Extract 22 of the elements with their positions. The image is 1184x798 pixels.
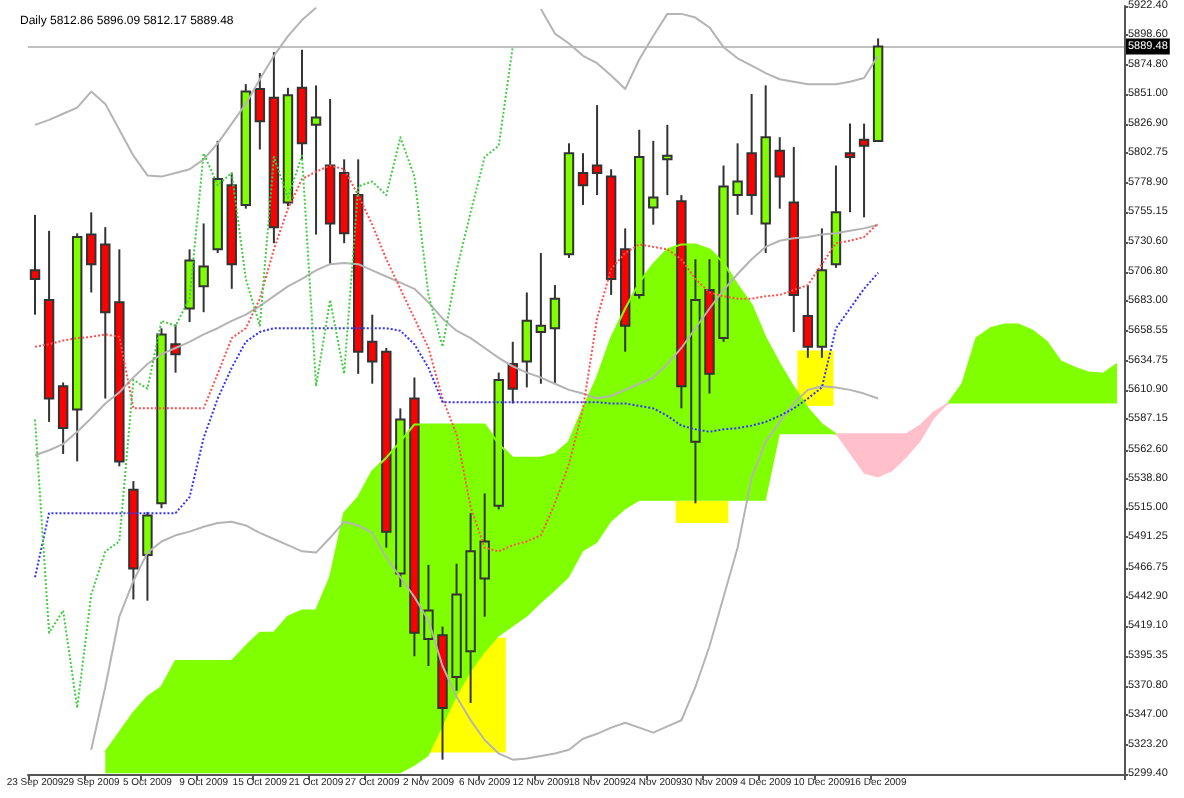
candlestick (648, 139, 659, 226)
candlestick (367, 313, 378, 385)
candlestick (507, 340, 518, 405)
candlestick (662, 123, 673, 197)
candlestick (549, 284, 561, 385)
candlestick (254, 72, 266, 151)
candlestick (535, 252, 547, 385)
candlestick (29, 213, 41, 316)
line-series (90, 385, 880, 761)
candlestick (774, 136, 785, 210)
candlestick (844, 122, 856, 214)
candlestick (310, 84, 322, 236)
candlestick (57, 381, 69, 455)
candlestick (591, 104, 603, 197)
candlestick (86, 211, 97, 294)
candlestick (802, 284, 814, 359)
line-series (34, 223, 880, 457)
candlestick (577, 152, 589, 206)
line-series (34, 271, 880, 579)
candlestick (521, 291, 533, 389)
candlestick (858, 122, 870, 219)
line-series (34, 45, 514, 709)
